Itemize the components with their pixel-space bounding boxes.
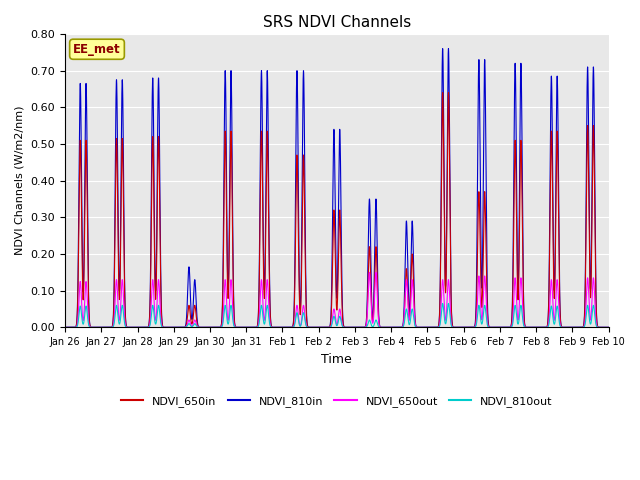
Title: SRS NDVI Channels: SRS NDVI Channels [262, 15, 411, 30]
X-axis label: Time: Time [321, 353, 352, 366]
Y-axis label: NDVI Channels (W/m2/nm): NDVI Channels (W/m2/nm) [15, 106, 25, 255]
Text: EE_met: EE_met [73, 43, 121, 56]
Legend: NDVI_650in, NDVI_810in, NDVI_650out, NDVI_810out: NDVI_650in, NDVI_810in, NDVI_650out, NDV… [116, 392, 557, 411]
